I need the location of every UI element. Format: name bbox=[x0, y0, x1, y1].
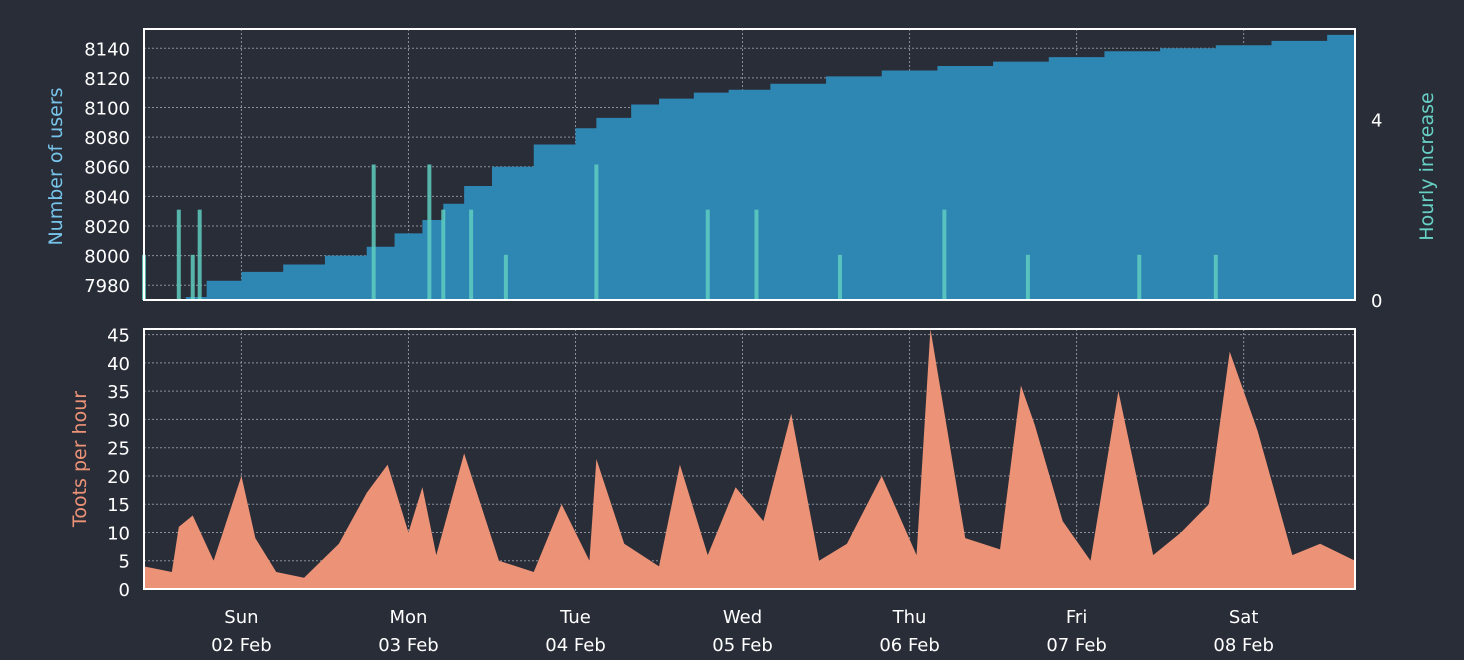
users-panel-frame bbox=[143, 28, 1356, 301]
y2-tick-label: 0 bbox=[1371, 291, 1382, 312]
x-tick-date: 04 Feb bbox=[545, 635, 606, 656]
hourly-increase-bar bbox=[594, 164, 599, 300]
date-x-ticks: Sun 02 Feb Mon 03 Feb Tue 04 Feb Wed 05 Feb Thu 0… bbox=[211, 607, 1274, 656]
y-tick-label: 10 bbox=[107, 523, 130, 544]
y-tick-label: 5 bbox=[119, 552, 130, 573]
hourly-y-axis-label: Hourly increase bbox=[1416, 92, 1438, 240]
x-tick-date: 05 Feb bbox=[712, 635, 773, 656]
hourly-increase-bar bbox=[503, 254, 508, 300]
toots-area-series bbox=[144, 329, 1355, 589]
y-tick-label: 40 bbox=[107, 354, 130, 375]
y-tick-label: 8060 bbox=[84, 158, 130, 179]
hourly-increase-bar bbox=[469, 209, 474, 300]
toots-panel-frame bbox=[143, 328, 1356, 590]
y-tick-label: 8040 bbox=[84, 187, 130, 208]
x-tick-date: 07 Feb bbox=[1046, 635, 1107, 656]
hourly-increase-bar bbox=[942, 209, 947, 300]
y-tick-label: 8020 bbox=[84, 217, 130, 238]
y2-tick-label: 4 bbox=[1371, 110, 1382, 131]
hourly-increase-bar bbox=[705, 209, 710, 300]
hourly-increase-bar bbox=[427, 164, 432, 300]
toots-panel: 0 5 10 15 20 25 30 35 40 45 Sun 02 Feb Mon 03 Feb Tue… bbox=[69, 326, 1356, 656]
x-tick-date: 06 Feb bbox=[879, 635, 940, 656]
x-tick-weekday: Wed bbox=[723, 607, 762, 628]
hourly-increase-bar bbox=[197, 209, 202, 300]
x-tick-weekday: Fri bbox=[1066, 607, 1087, 628]
toots-area bbox=[144, 329, 1355, 589]
hourly-increase-bar bbox=[190, 254, 195, 300]
y-tick-label: 30 bbox=[107, 410, 130, 431]
x-tick-weekday: Sun bbox=[224, 607, 258, 628]
y-tick-label: 25 bbox=[107, 439, 130, 460]
y-tick-label: 20 bbox=[107, 467, 130, 488]
users-area bbox=[144, 31, 1355, 300]
hourly-increase-bar bbox=[837, 254, 842, 300]
y-tick-label: 15 bbox=[107, 495, 130, 516]
y-tick-label: 8100 bbox=[84, 98, 130, 119]
x-tick-weekday: Tue bbox=[559, 607, 591, 628]
users-area-series bbox=[144, 31, 1355, 300]
y-tick-label: 0 bbox=[119, 580, 130, 601]
y-tick-label: 45 bbox=[107, 326, 130, 347]
hourly-increase-bar bbox=[441, 209, 446, 300]
users-y-axis-label: Number of users bbox=[45, 87, 67, 245]
y-tick-label: 8000 bbox=[84, 247, 130, 268]
toots-y-ticks: 0 5 10 15 20 25 30 35 40 45 bbox=[107, 326, 130, 601]
hourly-increase-bar bbox=[1213, 254, 1218, 300]
hourly-y-ticks: 04 bbox=[1371, 110, 1382, 312]
x-tick-weekday: Sat bbox=[1229, 607, 1259, 628]
hourly-increase-bar bbox=[1025, 254, 1030, 300]
y-tick-label: 7980 bbox=[84, 276, 130, 297]
x-tick-date: 02 Feb bbox=[211, 635, 272, 656]
toots-y-axis-label: Toots per hour bbox=[69, 391, 91, 528]
hourly-increase-bar bbox=[176, 209, 181, 300]
y-tick-label: 8120 bbox=[84, 69, 130, 90]
users-y-ticks: 7980 8000 8020 8040 8060 8080 8100 8120 8140 bbox=[84, 39, 130, 297]
y-tick-label: 8140 bbox=[84, 39, 130, 60]
x-tick-weekday: Mon bbox=[389, 607, 427, 628]
y-tick-label: 8080 bbox=[84, 128, 130, 149]
y-tick-label: 35 bbox=[107, 382, 130, 403]
hourly-increase-bar bbox=[754, 209, 759, 300]
hourly-increase-bar bbox=[371, 164, 376, 300]
hourly-increase-bar bbox=[1137, 254, 1142, 300]
x-tick-date: 08 Feb bbox=[1213, 635, 1274, 656]
x-tick-date: 03 Feb bbox=[378, 635, 439, 656]
x-tick-weekday: Thu bbox=[892, 607, 927, 628]
